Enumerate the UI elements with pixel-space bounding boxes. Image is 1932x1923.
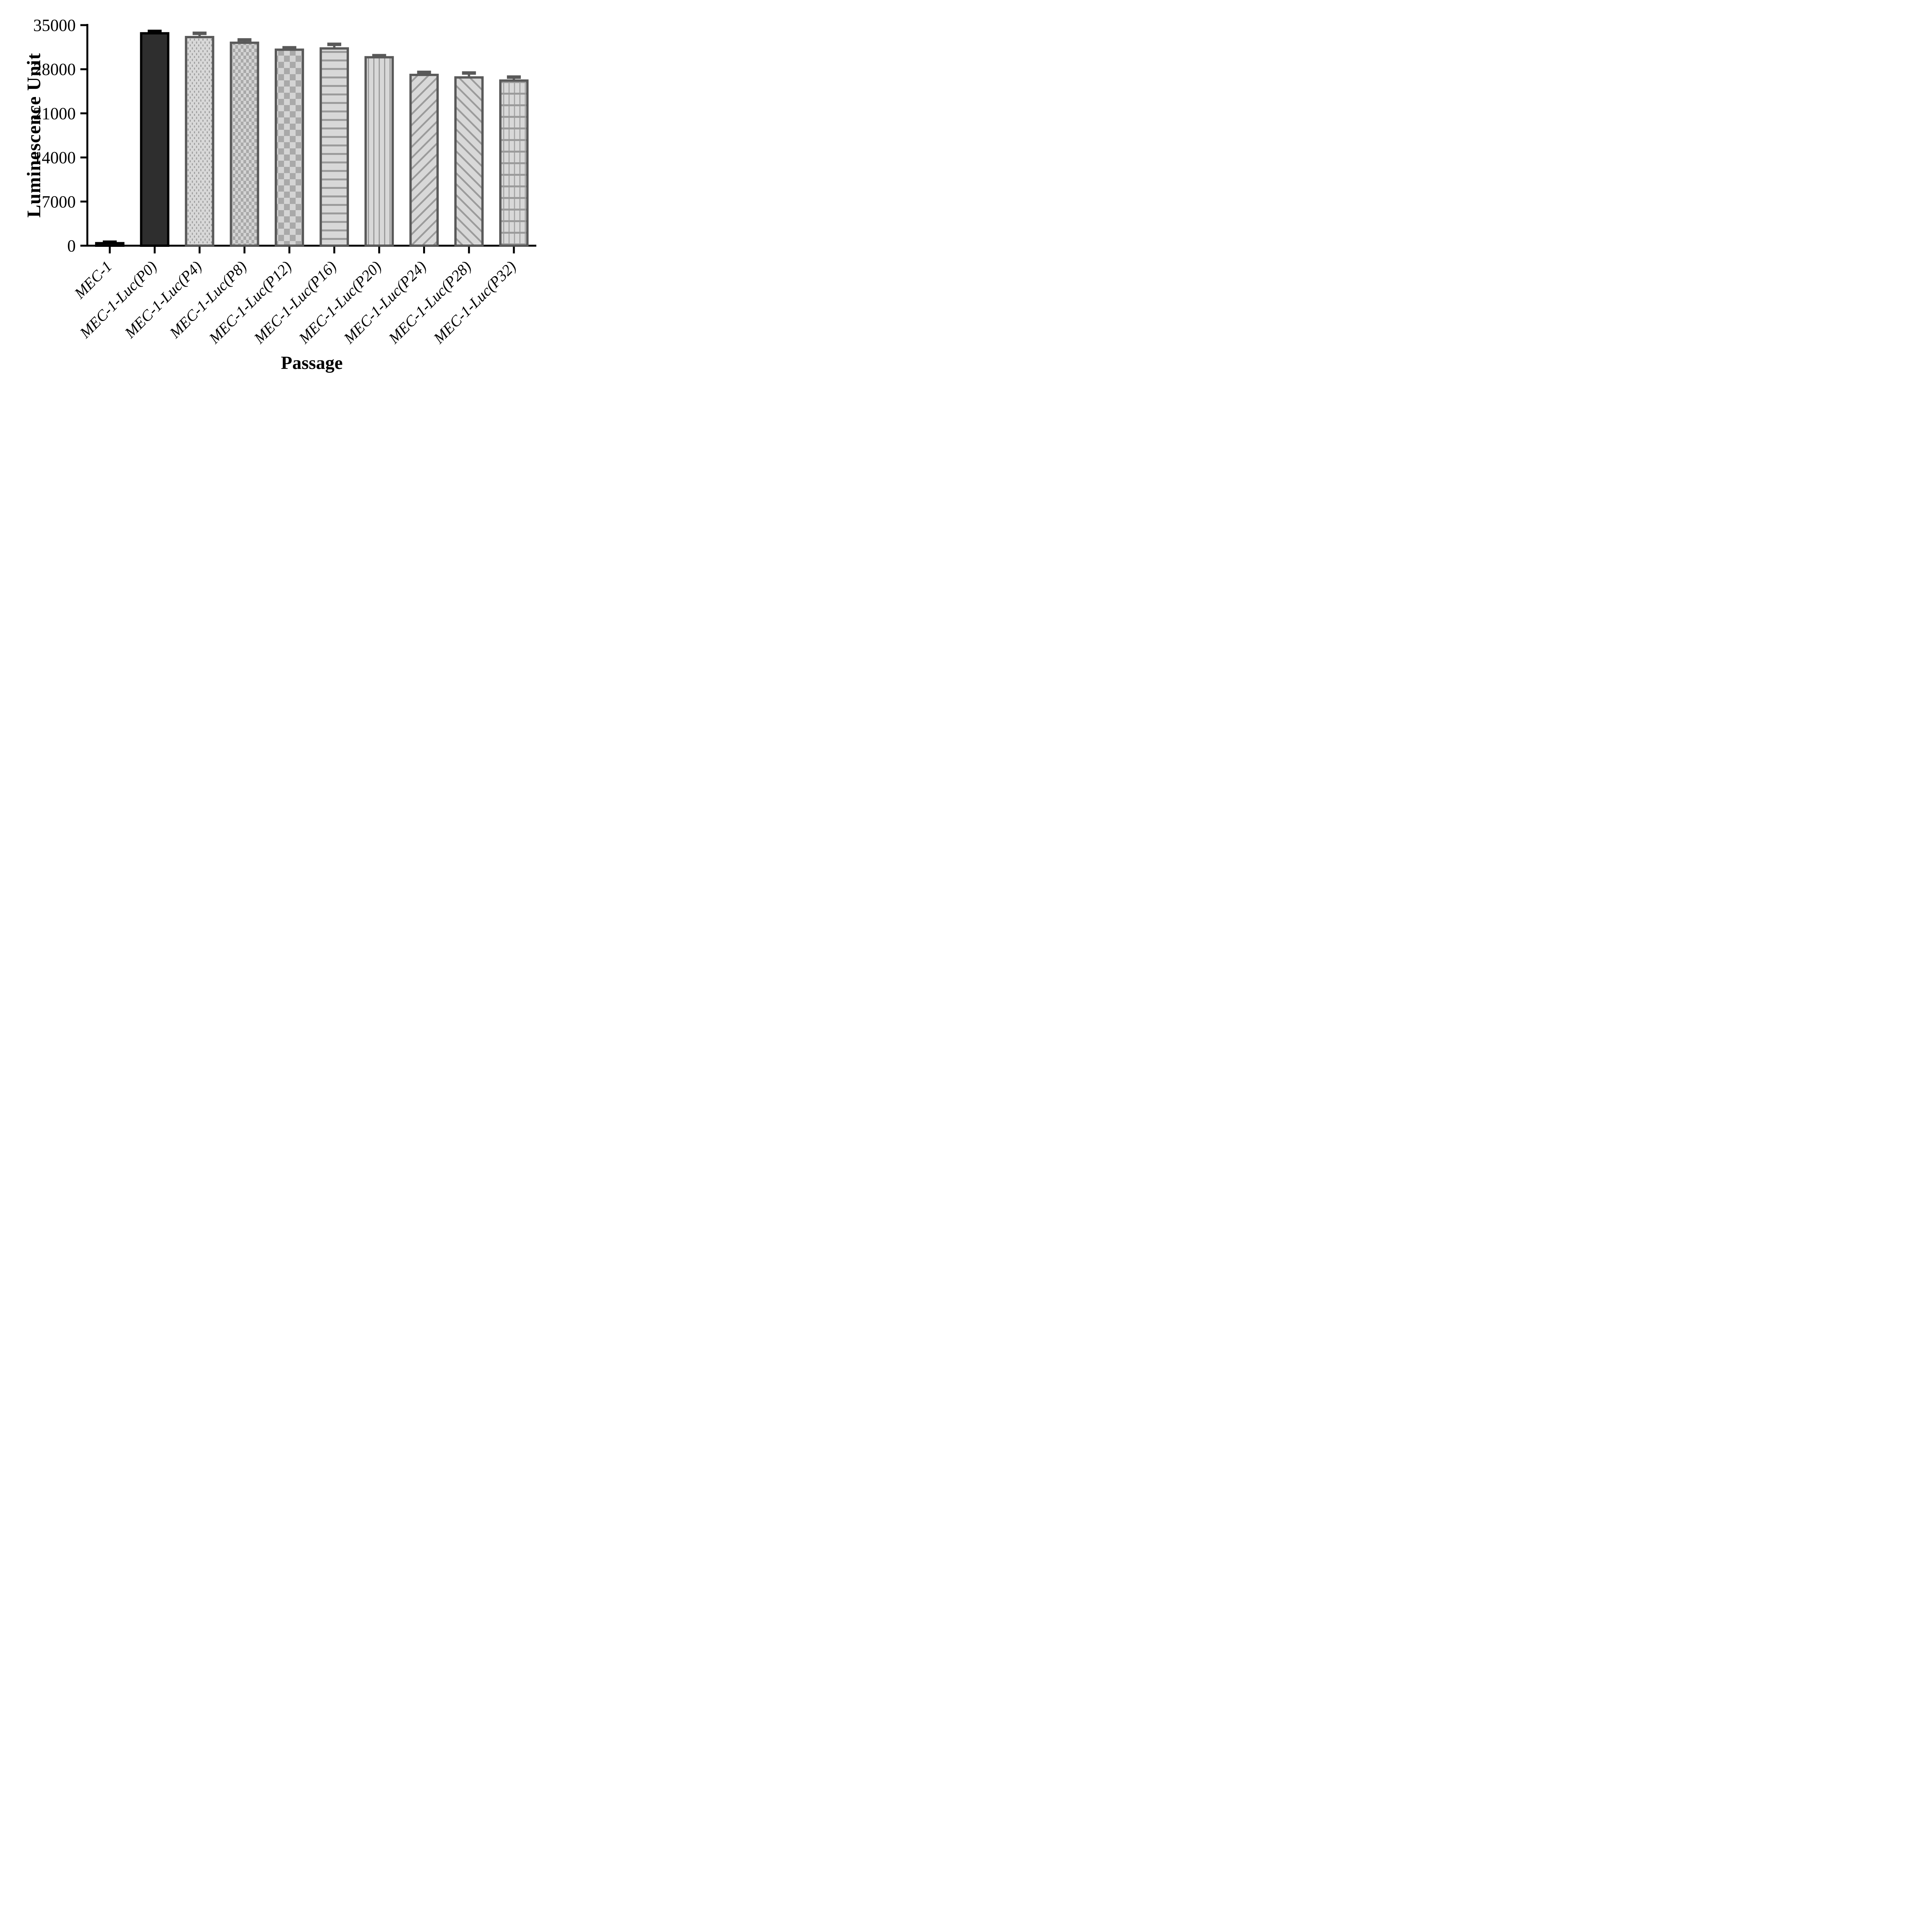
bar (95, 242, 125, 247)
bar (364, 56, 394, 247)
x-tick-label: MEC-1-Luc(P0) (76, 258, 160, 342)
x-axis-title: Passage (281, 353, 343, 373)
error-bar-cap (282, 46, 296, 50)
x-tick-label: MEC-1-Luc(P8) (166, 258, 250, 342)
y-tick-label: 28000 (33, 60, 76, 79)
bar (185, 36, 214, 247)
bar (320, 47, 349, 247)
bar (274, 48, 304, 247)
error-bar-cap (417, 70, 431, 74)
y-axis-title: Luminescence Unit (23, 53, 44, 218)
bar (409, 73, 439, 247)
error-bar-cap (327, 42, 342, 46)
x-tick-label: MEC-1-Luc(P20) (295, 258, 385, 347)
error-bar-cap (507, 75, 521, 79)
plot-area: 0700014000210002800035000MEC-1MEC-1-Luc(… (33, 16, 536, 347)
y-tick-label: 21000 (33, 104, 76, 123)
bar (499, 79, 529, 247)
x-tick-label: MEC-1-Luc(P16) (250, 258, 340, 347)
x-tick-label: MEC-1 (71, 258, 116, 302)
bar (140, 32, 170, 247)
bar (454, 76, 484, 247)
y-tick-label: 0 (67, 236, 76, 255)
error-bar-cap (148, 29, 162, 33)
error-bar-cap (372, 54, 386, 58)
bar-chart-figure: Luminescence Unit (0, 0, 551, 385)
x-tick-label: MEC-1-Luc(P12) (205, 258, 295, 347)
error-bar-cap (462, 71, 476, 75)
x-tick-label: MEC-1-Luc(P4) (121, 258, 205, 342)
y-tick-label: 14000 (33, 148, 76, 167)
error-bar-cap (192, 31, 207, 35)
x-tick-label: MEC-1-Luc(P28) (385, 258, 474, 347)
y-tick-label: 7000 (42, 192, 76, 211)
error-bar-cap (237, 38, 252, 42)
x-tick-label: MEC-1-Luc(P24) (340, 258, 430, 347)
y-tick-label: 35000 (33, 16, 76, 35)
bar (230, 41, 259, 247)
x-tick-label: MEC-1-Luc(P32) (430, 258, 519, 347)
